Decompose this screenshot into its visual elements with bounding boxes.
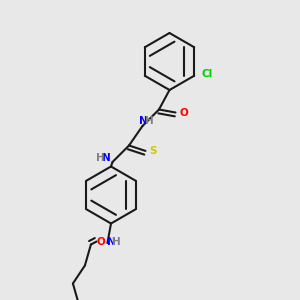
Text: N: N	[102, 152, 111, 163]
Text: H: H	[145, 116, 154, 126]
Text: H: H	[112, 236, 121, 247]
Text: O: O	[96, 236, 105, 247]
Text: O: O	[179, 107, 188, 118]
Text: Cl: Cl	[202, 69, 213, 79]
Text: N: N	[106, 236, 116, 247]
Text: S: S	[149, 146, 157, 156]
Text: N: N	[139, 116, 148, 126]
Text: H: H	[96, 152, 105, 163]
